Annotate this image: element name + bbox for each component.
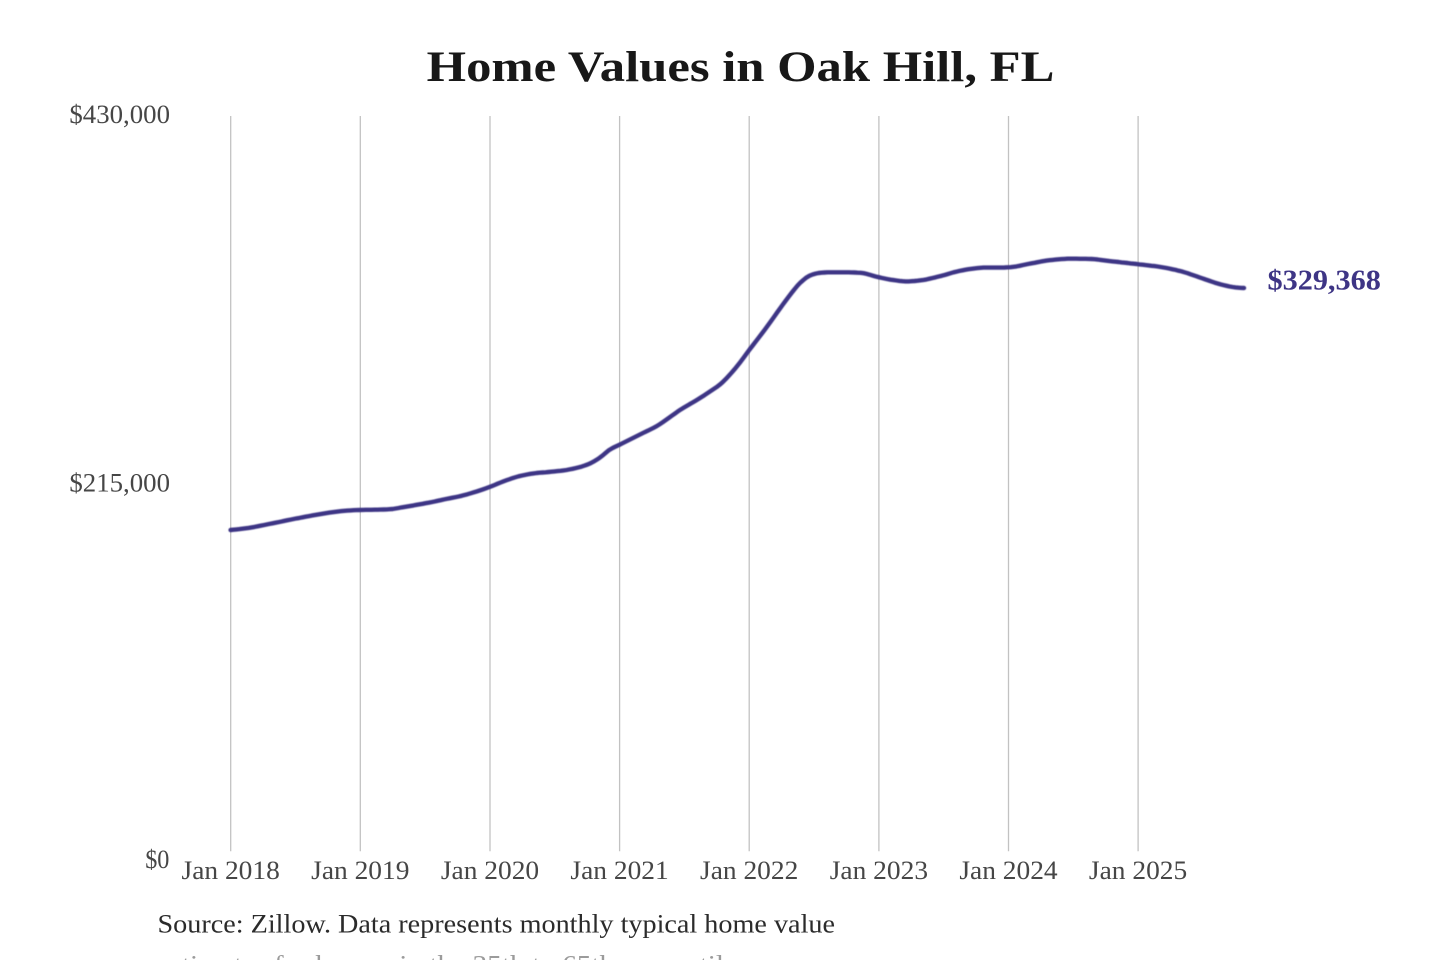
svg-text:Source: Zillow. Data represent: Source: Zillow. Data represents monthly … bbox=[158, 910, 835, 939]
svg-text:$215,000: $215,000 bbox=[69, 469, 170, 498]
svg-text:Jan 2025: Jan 2025 bbox=[1089, 856, 1187, 885]
svg-text:$430,000: $430,000 bbox=[69, 100, 170, 129]
svg-text:Jan 2020: Jan 2020 bbox=[441, 856, 539, 885]
svg-text:Home Values in Oak Hill, FL: Home Values in Oak Hill, FL bbox=[427, 44, 1055, 91]
svg-text:estimates for homes in the 35t: estimates for homes in the 35th to 65th … bbox=[158, 951, 810, 960]
svg-text:$0: $0 bbox=[145, 845, 169, 874]
svg-text:Jan 2024: Jan 2024 bbox=[959, 856, 1057, 885]
svg-text:Jan 2022: Jan 2022 bbox=[700, 856, 798, 885]
svg-text:Jan 2018: Jan 2018 bbox=[182, 856, 280, 885]
svg-text:Jan 2019: Jan 2019 bbox=[311, 856, 409, 885]
svg-text:$329,368: $329,368 bbox=[1268, 265, 1381, 296]
svg-text:Jan 2023: Jan 2023 bbox=[830, 856, 928, 885]
svg-text:Jan 2021: Jan 2021 bbox=[570, 856, 668, 885]
